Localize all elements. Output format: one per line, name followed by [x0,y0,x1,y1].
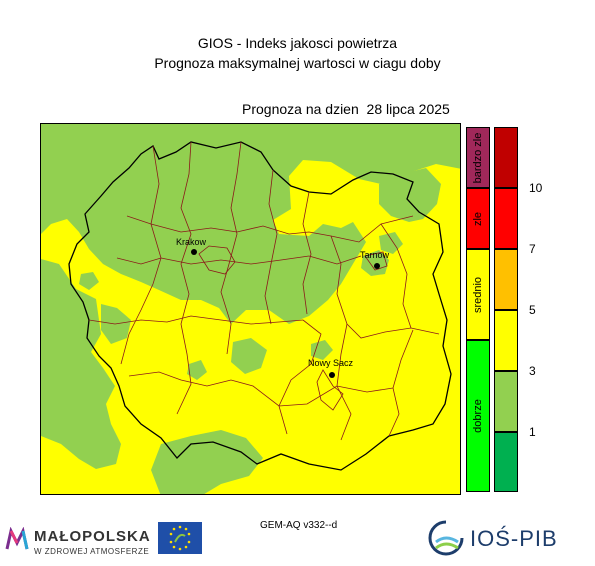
legend-category-label: zle [472,211,484,226]
malopolska-name: MAŁOPOLSKA [34,528,151,545]
ios-pib-name: IOŚ-PIB [470,526,558,551]
eu-life-logo [158,522,202,554]
scale-tick-5: 5 [529,303,536,317]
city-label-tarnow: Tarnow [360,250,390,260]
city-marker-nowy-sacz: Nowy Sacz [308,358,354,378]
ios-pib-logo: IOŚ-PIB [428,520,568,556]
city-label-nowy-sacz: Nowy Sacz [308,358,354,368]
scale-tick-7: 7 [529,242,536,256]
legend-category-bardzo-zle: bardzo zle [466,127,490,188]
map-subtitle: Prognoza maksymalnej wartosci w ciagu do… [154,55,441,71]
ios-pib-mark-icon [428,520,464,556]
scale-step-sufficient [494,249,518,310]
map-title: GIOS - Indeks jakosci powietrza [197,35,398,51]
map-frame: Krakow Tarnow Nowy Sacz [40,123,461,495]
malopolska-mark-icon [5,527,29,550]
city-marker-tarnow: Tarnow [360,250,390,269]
category-legend: bardzo zle zle srednio dobrze [466,127,490,492]
green-zone-center-east [311,340,333,360]
scale-step-very-bad [494,127,518,188]
malopolska-tagline: W ZDROWEJ ATMOSFERZE [34,547,150,556]
green-zone-north [41,124,460,324]
green-zone-center-small [187,360,207,380]
province-border [68,141,452,471]
legend-category-label: bardzo zle [472,132,484,183]
green-zone-south-blob [231,338,267,374]
legend-category-zle: zle [466,188,490,249]
green-zone-west-small [79,272,99,290]
legend-category-dobrze: dobrze [466,340,490,492]
legend-category-srednio: srednio [466,249,490,340]
model-version: GEM-AQ v332--d [260,520,338,531]
forecast-date: Prognoza na dzien 28 lipca 2025 [242,101,450,117]
scale-step-very-good [494,432,518,492]
scale-tick-3: 3 [529,364,536,378]
green-zone-northeast [379,168,441,222]
green-zone-tarnow [361,250,389,276]
green-zone-west [41,259,121,469]
scale-tick-10: 10 [529,181,543,195]
map-canvas: Krakow Tarnow Nowy Sacz [41,124,460,494]
scale-tick-1: 1 [529,425,536,439]
index-scale [494,127,518,492]
county-borders [88,141,440,441]
eu-life-icon [158,522,202,554]
city-marker-krakow: Krakow [176,237,207,255]
legend-category-label: dobrze [472,399,484,433]
malopolska-logo: MAŁOPOLSKA W ZDROWEJ ATMOSFERZE [5,523,155,559]
green-zone-sw [151,430,263,494]
scale-step-bad [494,188,518,249]
scale-step-moderate [494,310,518,371]
scale-step-good [494,371,518,432]
city-label-krakow: Krakow [176,237,207,247]
legend-category-label: srednio [472,276,484,313]
